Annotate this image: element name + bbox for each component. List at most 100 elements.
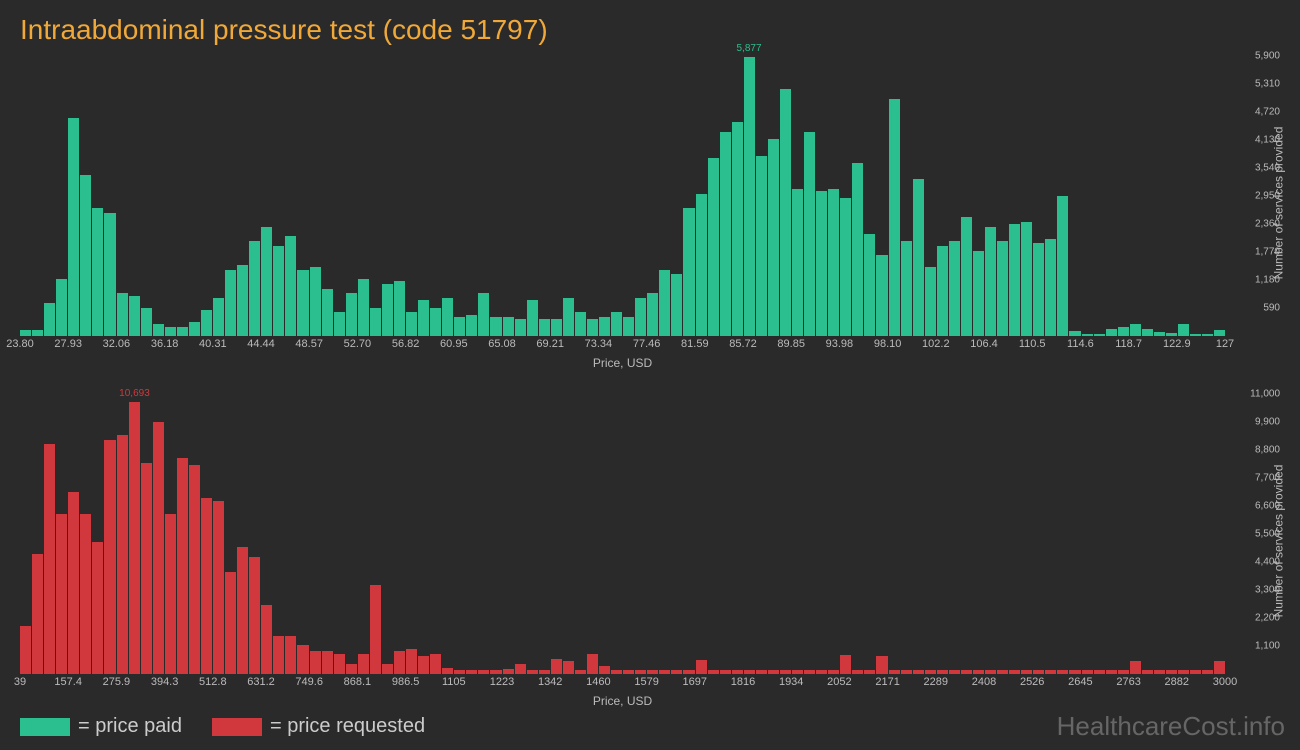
bar	[985, 227, 996, 336]
max-value-label: 5,877	[737, 43, 762, 54]
x-tick: 868.1	[344, 676, 372, 688]
y-tick: 4,720	[1255, 107, 1280, 118]
bar	[756, 670, 767, 674]
bar	[780, 670, 791, 674]
bar	[696, 194, 707, 336]
bar	[756, 156, 767, 336]
bar	[901, 670, 912, 674]
y-tick: 5,900	[1255, 51, 1280, 62]
x-tick: 36.18	[151, 338, 179, 350]
bar	[189, 322, 200, 336]
bar	[1094, 334, 1105, 336]
x-tick: 1223	[490, 676, 514, 688]
bar	[382, 284, 393, 336]
x-tick: 56.82	[392, 338, 420, 350]
bar	[1190, 334, 1201, 336]
x-tick: 93.98	[826, 338, 854, 350]
bar	[273, 246, 284, 336]
x-tick: 1579	[634, 676, 658, 688]
x-tick: 631.2	[247, 676, 275, 688]
x-tick: 110.5	[1019, 338, 1046, 350]
bar	[575, 670, 586, 674]
x-tick: 512.8	[199, 676, 227, 688]
watermark: HealthcareCost.info	[1057, 711, 1285, 742]
bar	[153, 324, 164, 336]
bar	[249, 557, 260, 674]
bar	[611, 312, 622, 336]
page-title: Intraabdominal pressure test (code 51797…	[0, 0, 1300, 56]
legend-paid-label: = price paid	[78, 715, 182, 738]
bar	[1118, 327, 1129, 336]
bar	[515, 664, 526, 674]
bar	[153, 422, 164, 674]
bar	[527, 300, 538, 336]
x-tick: 85.72	[729, 338, 757, 350]
y-tick: 1,100	[1255, 641, 1280, 652]
bar	[177, 458, 188, 674]
bar	[273, 636, 284, 674]
x-tick: 106.4	[970, 338, 998, 350]
chart-price-paid: 5,877 5901,1801,7702,3602,9503,5404,1304…	[20, 56, 1225, 370]
bar	[442, 298, 453, 336]
bar	[56, 279, 67, 336]
x-tick: 48.57	[295, 338, 323, 350]
bar	[141, 308, 152, 336]
bar	[889, 670, 900, 674]
x-tick: 60.95	[440, 338, 468, 350]
bar	[1118, 670, 1129, 674]
bar	[551, 659, 562, 674]
bar	[804, 670, 815, 674]
x-tick: 1816	[731, 676, 755, 688]
bar	[104, 440, 115, 674]
bar	[1069, 670, 1080, 674]
bar	[949, 241, 960, 336]
bar	[454, 670, 465, 674]
bar	[346, 293, 357, 336]
bar	[804, 132, 815, 336]
bar	[925, 267, 936, 336]
bar	[1082, 670, 1093, 674]
bar	[840, 655, 851, 674]
bar	[20, 626, 31, 674]
bar	[527, 670, 538, 674]
bar	[816, 191, 827, 336]
swatch-paid	[20, 718, 70, 736]
x-tick: 44.44	[247, 338, 275, 350]
bar	[141, 463, 152, 674]
bar	[876, 656, 887, 674]
bar	[671, 274, 682, 336]
bar	[394, 651, 405, 674]
bar	[744, 670, 755, 674]
bar	[225, 572, 236, 674]
bar	[985, 670, 996, 674]
legend-paid: = price paid	[20, 715, 182, 738]
bar	[237, 547, 248, 674]
bar	[92, 542, 103, 674]
bar	[1166, 333, 1177, 336]
bar	[466, 315, 477, 336]
bar	[80, 175, 91, 336]
bar	[913, 179, 924, 336]
x-tick: 157.4	[54, 676, 82, 688]
bar	[732, 670, 743, 674]
bar	[1178, 324, 1189, 336]
bar	[744, 57, 755, 336]
bar	[961, 217, 972, 336]
legend: = price paid = price requested	[20, 715, 425, 738]
x-tick: 81.59	[681, 338, 709, 350]
x-tick: 40.31	[199, 338, 227, 350]
bar	[515, 319, 526, 336]
bar	[370, 308, 381, 336]
chart2-x-label: Price, USD	[20, 690, 1225, 708]
bar	[840, 198, 851, 336]
bar	[370, 585, 381, 674]
bar	[1190, 670, 1201, 674]
bar	[1106, 670, 1117, 674]
bar	[780, 89, 791, 336]
bar	[104, 213, 115, 336]
bar	[720, 132, 731, 336]
bar	[261, 605, 272, 674]
bar	[587, 319, 598, 336]
bar	[683, 670, 694, 674]
bar	[117, 293, 128, 336]
